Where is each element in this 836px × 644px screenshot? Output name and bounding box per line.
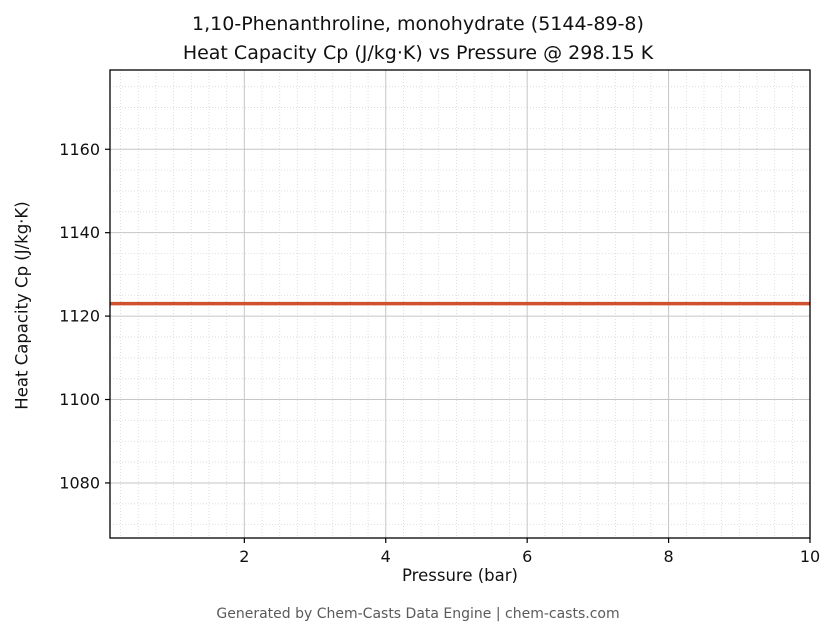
y-tick-label: 1120 xyxy=(59,307,100,326)
y-tick-label: 1100 xyxy=(59,390,100,409)
y-axis-label: Heat Capacity Cp (J/kg·K) xyxy=(12,201,32,410)
chart-title-line2: Heat Capacity Cp (J/kg·K) vs Pressure @ … xyxy=(182,42,654,64)
chart-footer: Generated by Chem-Casts Data Engine | ch… xyxy=(216,606,620,622)
x-tick-label: 6 xyxy=(522,547,532,566)
x-tick-label: 10 xyxy=(800,547,820,566)
y-tick-label: 1080 xyxy=(59,473,100,492)
y-tick-label: 1140 xyxy=(59,223,100,242)
chart-title-line1: 1,10-Phenanthroline, monohydrate (5144-8… xyxy=(192,13,644,35)
y-tick-label: 1160 xyxy=(59,140,100,159)
plot-border xyxy=(109,69,811,539)
x-tick-label: 8 xyxy=(663,547,673,566)
chart-title: 1,10-Phenanthroline, monohydrate (5144-8… xyxy=(0,10,836,68)
x-axis-label: Pressure (bar) xyxy=(402,566,518,585)
x-tick-label: 2 xyxy=(239,547,249,566)
x-tick-label: 4 xyxy=(381,547,391,566)
